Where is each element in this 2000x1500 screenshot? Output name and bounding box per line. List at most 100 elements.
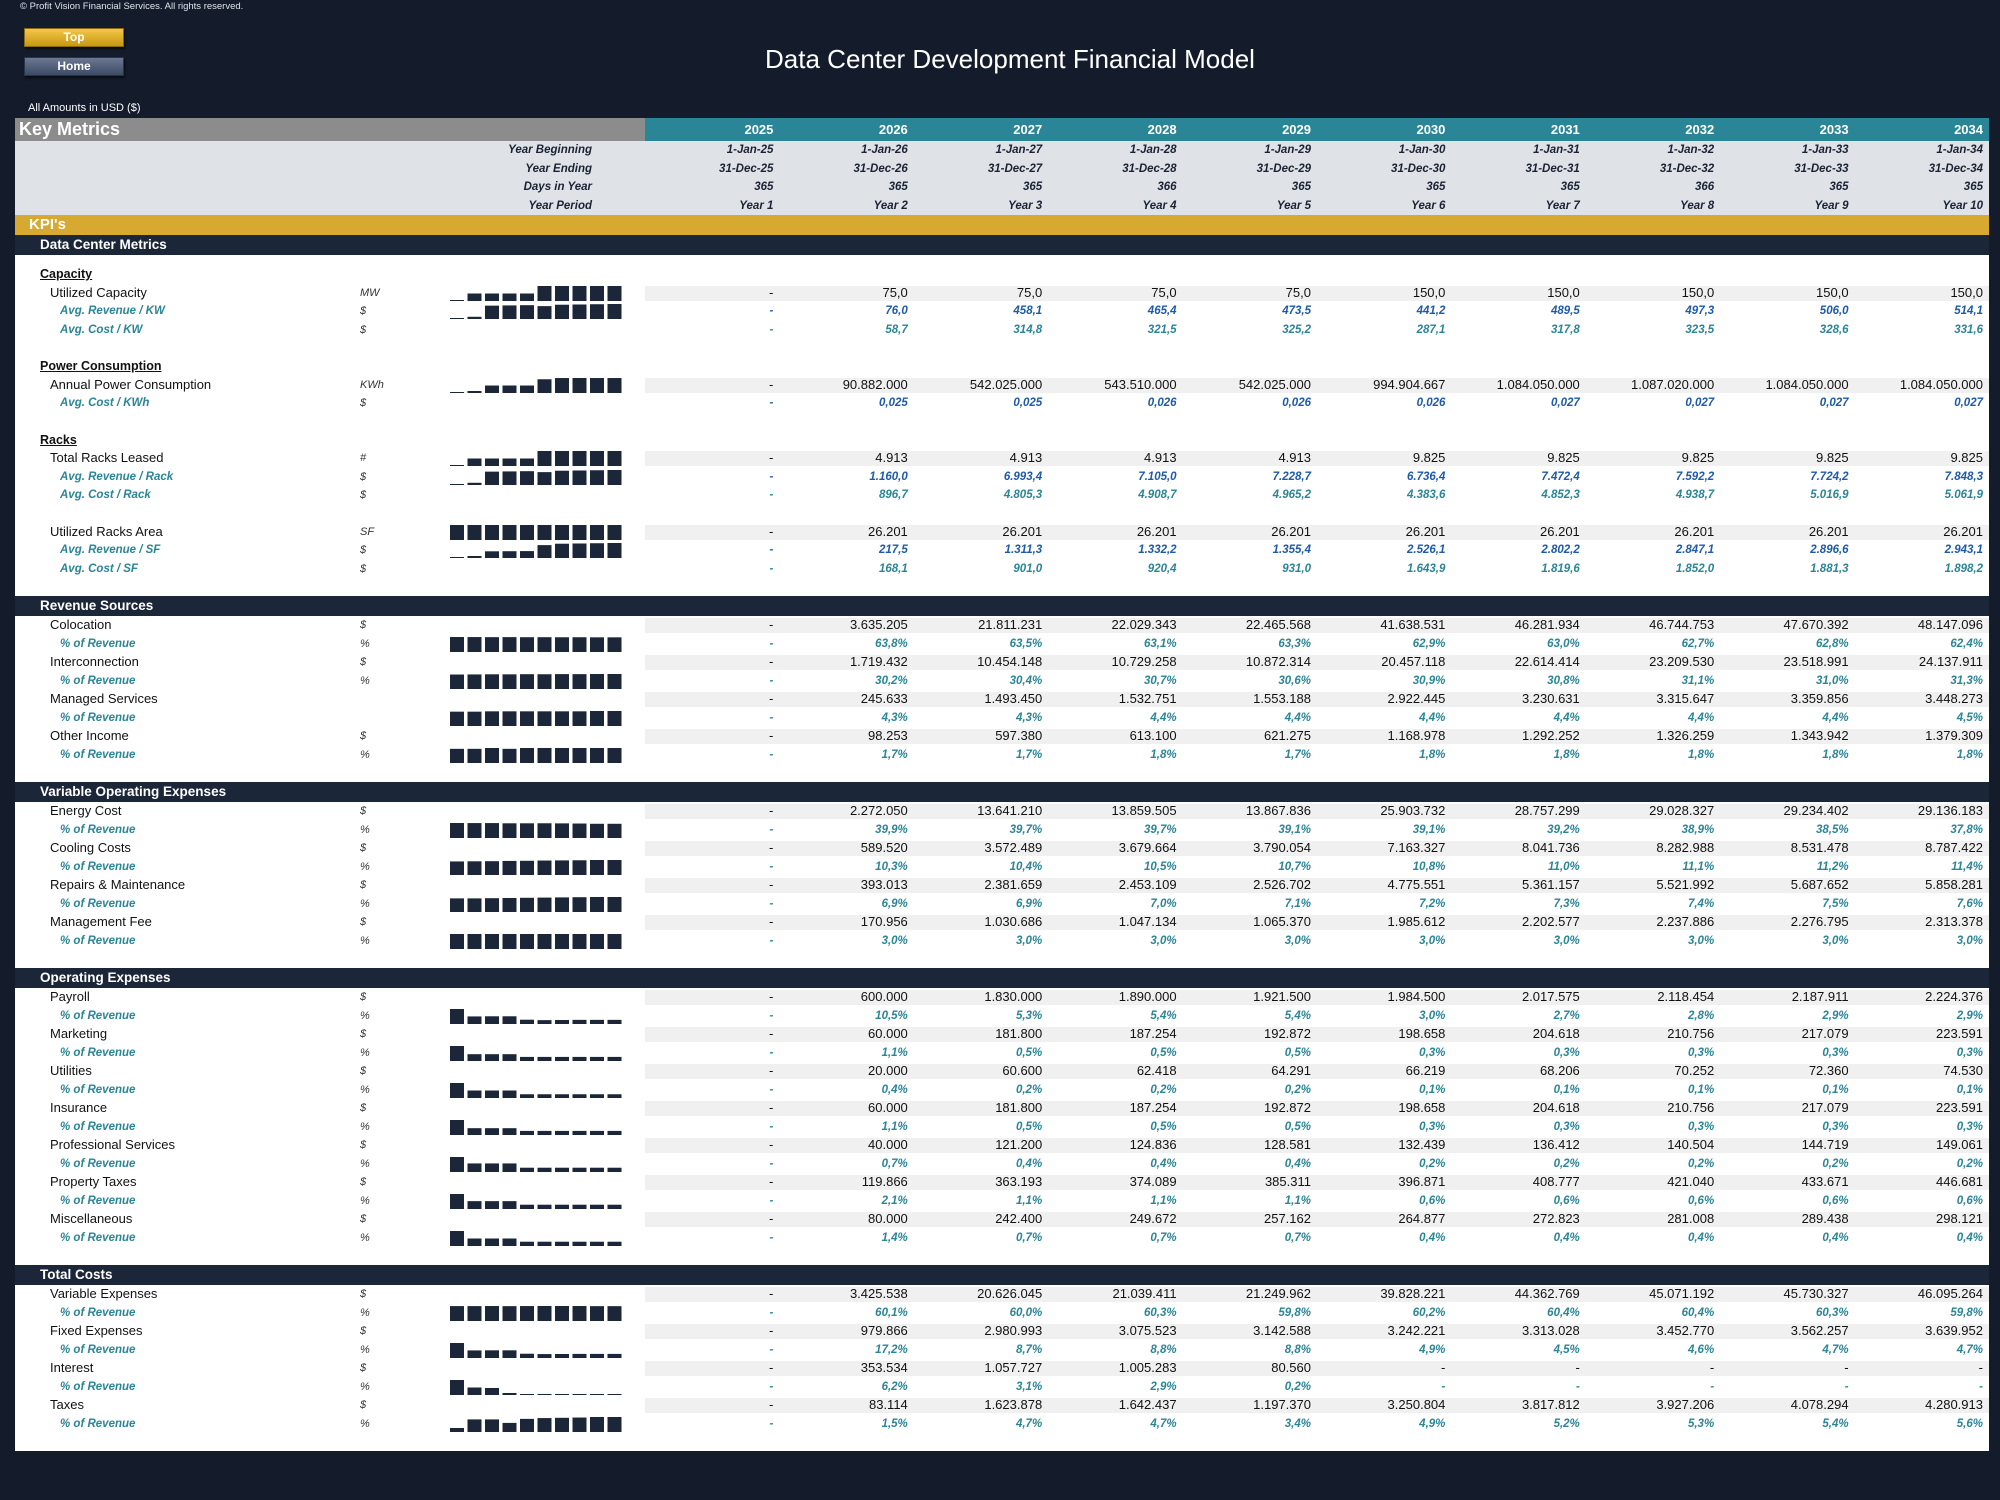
value-cell: - bbox=[769, 1120, 774, 1133]
value-cell: 11,2% bbox=[1816, 860, 1849, 873]
timeline-cell: 1-Jan-34 bbox=[1936, 144, 1983, 156]
spark-bar bbox=[520, 551, 534, 558]
top-button[interactable]: Top bbox=[24, 28, 124, 47]
spark-bar bbox=[502, 1238, 517, 1246]
sparkline-cell bbox=[435, 376, 635, 395]
spark-bar bbox=[450, 1342, 464, 1358]
value-cell: 2.381.659 bbox=[984, 877, 1043, 892]
metric-unit: % bbox=[360, 1157, 370, 1170]
metric-label: Payroll bbox=[50, 989, 90, 1004]
value-cell: 30,4% bbox=[1009, 674, 1043, 687]
spark-bar bbox=[520, 636, 534, 652]
value-cell: 1.326.259 bbox=[1656, 728, 1715, 743]
spark-bar bbox=[485, 1053, 499, 1061]
value-cell: 0,3% bbox=[1956, 1120, 1983, 1133]
spark-bar bbox=[485, 1200, 499, 1209]
value-cell: 60.600 bbox=[1002, 1063, 1043, 1078]
sparkline bbox=[450, 285, 622, 301]
row-band bbox=[645, 1101, 1989, 1116]
metric-unit: $ bbox=[360, 1065, 367, 1077]
ratio-row: % of Revenue% - 0,7% 0,4% 0,4% 0,4% 0,2% 0,2% 0,… bbox=[15, 1154, 1989, 1173]
value-cell: 3.790.054 bbox=[1253, 840, 1311, 855]
metric-label: Annual Power Consumption bbox=[50, 376, 212, 392]
currency-units-label: All Amounts in USD ($) bbox=[28, 102, 141, 114]
timeline-cell: Year 7 bbox=[1545, 199, 1580, 212]
spacer bbox=[15, 1433, 1989, 1451]
spark-bar bbox=[607, 543, 622, 558]
value-cell: 0,6% bbox=[1822, 1194, 1849, 1207]
spark-bar bbox=[502, 1127, 517, 1135]
value-cell: 3.927.206 bbox=[1656, 1397, 1715, 1412]
metric-row: Annual Power Consumption KWh - 90.882.000 54… bbox=[15, 375, 1989, 395]
spark-bar bbox=[520, 1019, 534, 1024]
sparkline bbox=[450, 747, 622, 763]
spark-bar bbox=[467, 293, 482, 301]
ratio-row: Avg. Cost / Rack $ - 896,7 4.805,3 4.908,7 4.9… bbox=[15, 486, 1989, 505]
spark-bar bbox=[485, 471, 499, 485]
value-cell: 1,1% bbox=[1015, 1194, 1043, 1207]
value-cell: 10,5% bbox=[875, 1009, 908, 1022]
timeline-cell: Year 9 bbox=[1814, 199, 1849, 212]
value-cell: 2.202.577 bbox=[1521, 914, 1580, 929]
value-cell: 30,7% bbox=[1143, 674, 1177, 687]
timeline-cell: 31-Dec-34 bbox=[1928, 162, 1983, 175]
spark-bar bbox=[520, 1393, 534, 1395]
year-header-cell: 2029 bbox=[1282, 122, 1311, 137]
metric-label: Energy Cost bbox=[50, 803, 122, 818]
value-cell: 3.250.804 bbox=[1387, 1397, 1446, 1412]
metric-row: Utilized Racks Area SF - 26.201 26.201 26.201… bbox=[15, 522, 1989, 541]
spark-bar bbox=[520, 1130, 534, 1135]
spark-bar bbox=[520, 822, 534, 838]
spark-bar bbox=[450, 1008, 464, 1024]
timeline-cell: 31-Dec-30 bbox=[1391, 162, 1446, 175]
spark-bar bbox=[485, 385, 499, 393]
value-cell: 58,7 bbox=[885, 323, 908, 336]
spark-bar bbox=[572, 543, 587, 558]
metric-label: % of Revenue bbox=[60, 860, 136, 873]
value-cell: 1.065.370 bbox=[1253, 914, 1311, 929]
spark-bar bbox=[607, 1093, 622, 1098]
spark-bar bbox=[590, 859, 604, 875]
sparkline bbox=[450, 933, 622, 949]
value-cell: 4,4% bbox=[1150, 711, 1177, 724]
year-header-cell: 2031 bbox=[1550, 122, 1580, 137]
ratio-row: % of Revenue% - 30,2% 30,4% 30,7% 30,6% 30,9% 3… bbox=[15, 671, 1989, 691]
value-cell: - bbox=[769, 711, 774, 724]
value-cell: 1.642.437 bbox=[1118, 1397, 1177, 1412]
value-cell: 321,5 bbox=[1147, 323, 1177, 336]
spark-bar bbox=[502, 1422, 517, 1432]
row-band bbox=[645, 1138, 1989, 1153]
spark-bar bbox=[467, 1015, 482, 1024]
spark-bar bbox=[537, 1305, 552, 1321]
value-cell: 0,5% bbox=[1015, 1046, 1043, 1059]
value-cell: - bbox=[769, 305, 774, 317]
value-cell: - bbox=[769, 1286, 774, 1301]
value-cell: 4,5% bbox=[1553, 1343, 1580, 1356]
value-cell: 3,0% bbox=[1822, 934, 1849, 947]
value-cell: 11,0% bbox=[1548, 860, 1580, 873]
spark-bar bbox=[572, 823, 587, 838]
value-cell: 5,4% bbox=[1822, 1417, 1849, 1430]
value-cell: 74.530 bbox=[1943, 1063, 1983, 1078]
value-cell: 39,1% bbox=[1412, 823, 1446, 836]
spark-bar bbox=[555, 1241, 569, 1246]
spark-bar bbox=[572, 636, 587, 652]
home-button[interactable]: Home bbox=[24, 57, 124, 76]
value-cell: 1.084.050.000 bbox=[1496, 376, 1580, 392]
spark-bar bbox=[450, 391, 464, 393]
ratio-row: Avg. Revenue / KW $ - 76,0 458,1 465,4 473,5 44… bbox=[15, 302, 1989, 321]
spark-bar bbox=[502, 524, 517, 540]
value-cell: 0,4% bbox=[1687, 1231, 1715, 1244]
sparkline-cell bbox=[435, 727, 635, 746]
value-cell: 150,0 bbox=[1950, 284, 1983, 300]
value-cell: 1.084.050.000 bbox=[1765, 376, 1849, 392]
spark-bar bbox=[555, 822, 569, 838]
spark-bar bbox=[590, 1019, 604, 1024]
value-cell: 5,3% bbox=[1015, 1009, 1043, 1022]
spark-bar bbox=[502, 636, 517, 652]
sparkline-cell bbox=[435, 672, 635, 691]
value-cell: 1.532.751 bbox=[1118, 691, 1177, 706]
spark-bar bbox=[520, 293, 534, 301]
sparkline-cell bbox=[435, 1118, 635, 1137]
sparkline-cell bbox=[435, 560, 635, 579]
